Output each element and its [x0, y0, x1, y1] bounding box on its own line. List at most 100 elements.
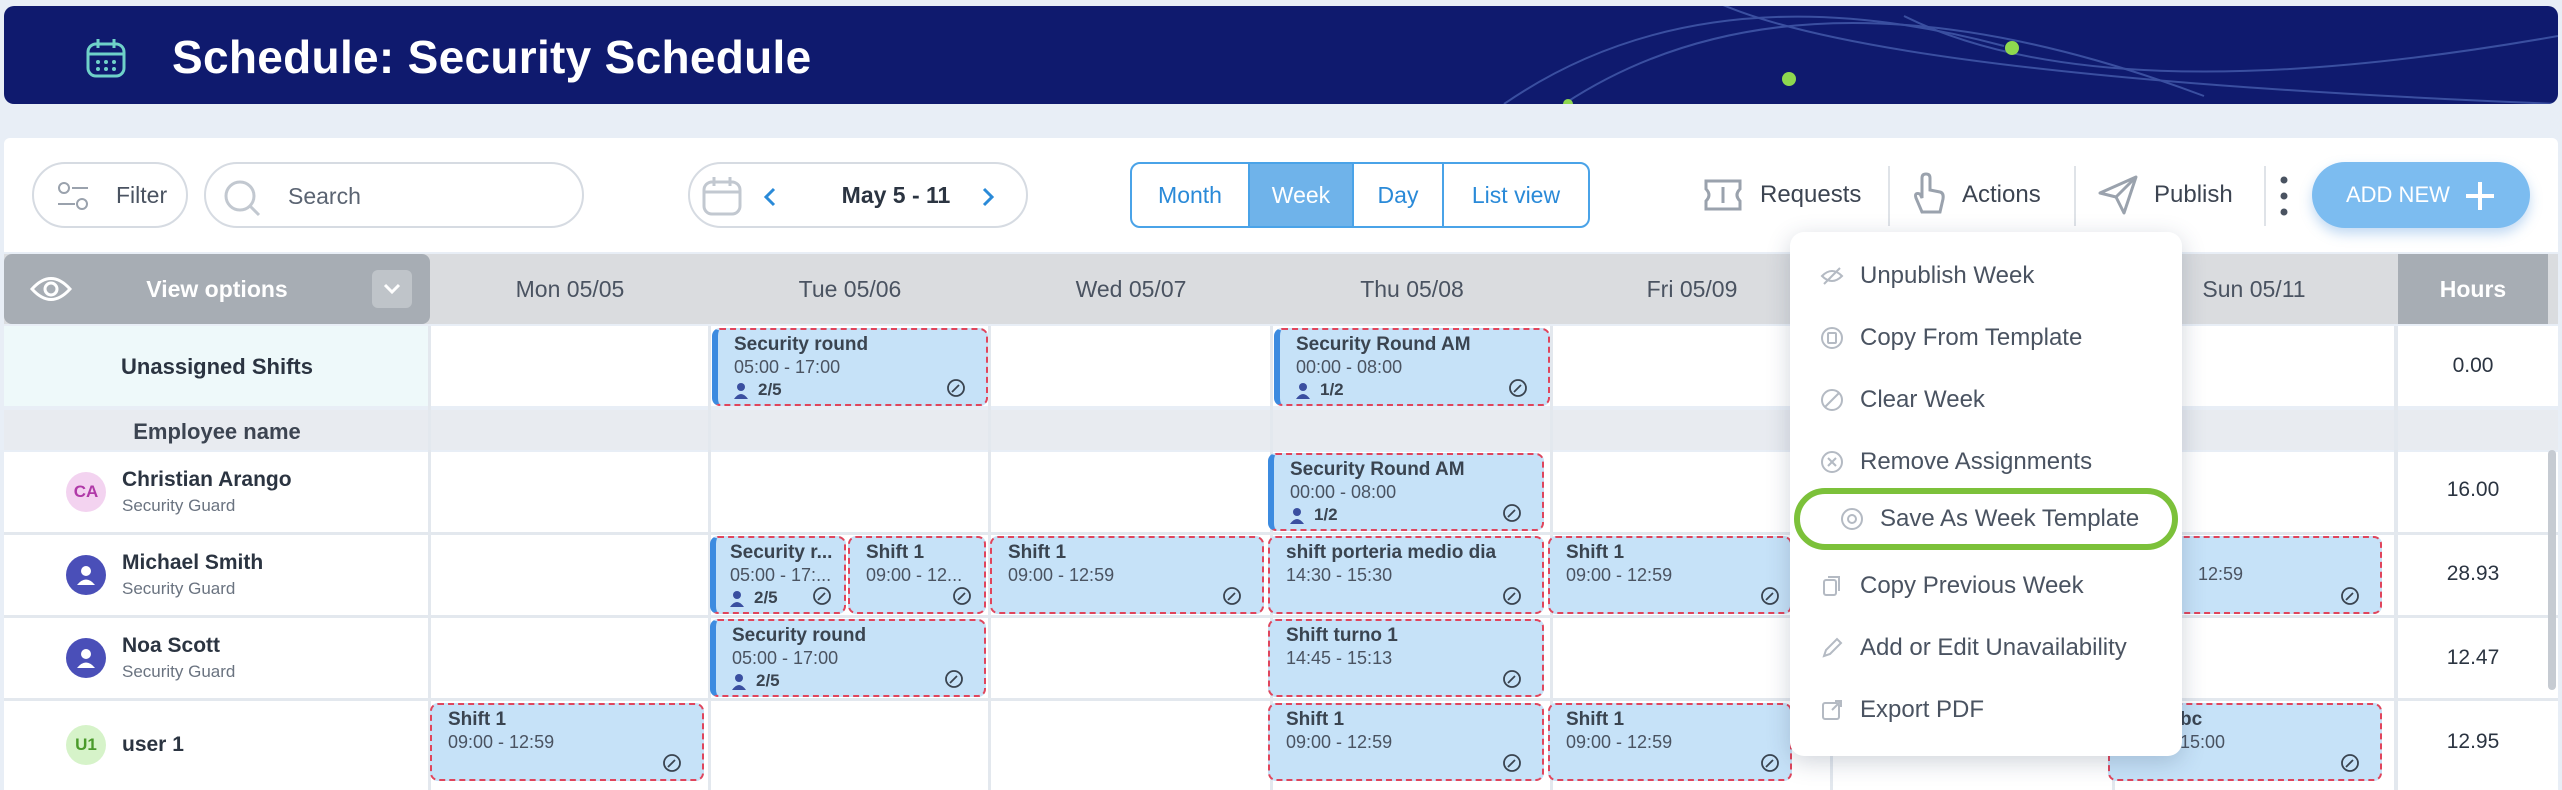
- menu-item-label: Copy From Template: [1860, 324, 2083, 351]
- calendar-icon: [86, 39, 126, 78]
- employee-user-1[interactable]: U1 user 1: [4, 701, 430, 781]
- shift-time: 09:00 - 12:59: [448, 732, 555, 752]
- day-header-wed: Wed 05/07: [1075, 276, 1187, 302]
- edit-icon[interactable]: [1222, 586, 1242, 606]
- row-divider: [4, 615, 2558, 618]
- publish-button[interactable]: Publish: [2096, 162, 2233, 228]
- shift-card[interactable]: shift porteria medio dia 14:30 - 15:30: [1268, 536, 1544, 614]
- actions-menu: Unpublish Week Copy From Template Clear …: [1790, 232, 2182, 756]
- view-month-button[interactable]: Month: [1132, 164, 1250, 226]
- shift-card[interactable]: Shift 1 09:00 - 12:59: [1548, 536, 1792, 614]
- menu-item-clear-week[interactable]: Clear Week: [1820, 380, 1985, 420]
- view-options-dropdown[interactable]: [372, 270, 412, 308]
- column-divider: [428, 326, 431, 790]
- employee-michael-smith[interactable]: Michael Smith Security Guard: [4, 535, 430, 615]
- shift-card[interactable]: Security Round AM 00:00 - 08:00 1/2: [1268, 453, 1544, 531]
- shift-count: 2/5: [758, 380, 782, 399]
- unassigned-hours: 0.00: [2452, 354, 2494, 377]
- shift-card[interactable]: Shift 1 09:00 - 12:59: [1548, 703, 1792, 781]
- employee-christian-arango[interactable]: CA Christian Arango Security Guard: [4, 452, 430, 532]
- day-header-tue: Tue 05/06: [798, 276, 902, 302]
- shift-time: 09:00 - 12:59: [1286, 732, 1393, 752]
- shift-card[interactable]: Shift turno 1 14:45 - 15:13: [1268, 619, 1544, 697]
- add-new-button[interactable]: ADD NEW: [2312, 162, 2530, 228]
- shift-time: 09:00 - 12:59: [1566, 565, 1673, 585]
- edit-icon[interactable]: [1502, 753, 1522, 773]
- employee-noa-scott[interactable]: Noa Scott Security Guard: [4, 618, 430, 698]
- edit-icon[interactable]: [2340, 586, 2360, 606]
- shift-time: 05:00 - 17:00: [732, 648, 839, 668]
- shift-title: shift porteria medio dia: [1286, 542, 1497, 563]
- shift-card[interactable]: Shift 1 09:00 - 12:59: [1268, 703, 1544, 781]
- edit-icon[interactable]: [662, 753, 682, 773]
- shift-title: Shift 1: [1008, 542, 1067, 563]
- chevron-down-icon: [383, 283, 401, 295]
- shift-card[interactable]: Security r... 05:00 - 17:... 2/5: [710, 536, 846, 614]
- day-header-mon: Mon 05/05: [515, 276, 625, 302]
- edit-icon[interactable]: [952, 586, 972, 606]
- edit-icon[interactable]: [812, 586, 832, 606]
- edit-icon[interactable]: [944, 669, 964, 689]
- shift-card[interactable]: Shift 1 09:00 - 12...: [848, 536, 986, 614]
- menu-item-copy-from-template[interactable]: Copy From Template: [1820, 318, 2082, 358]
- chevron-left-icon[interactable]: [762, 186, 778, 208]
- view-week-button[interactable]: Week: [1250, 164, 1354, 226]
- remove-icon: [1821, 451, 1843, 473]
- edit-icon[interactable]: [1502, 669, 1522, 689]
- actions-button[interactable]: Actions: [1908, 162, 2041, 228]
- toolbar-divider: [2074, 166, 2076, 226]
- view-day-button[interactable]: Day: [1354, 164, 1444, 226]
- user-icon: [77, 649, 95, 668]
- edit-icon[interactable]: [1502, 586, 1522, 606]
- shift-title: Shift 1: [1566, 709, 1625, 730]
- view-options-button[interactable]: View options: [4, 254, 430, 324]
- menu-item-export-pdf[interactable]: Export PDF: [1820, 690, 1984, 730]
- shift-card[interactable]: Shift 1 09:00 - 12:59: [990, 536, 1264, 614]
- date-picker-icon[interactable]: [700, 174, 744, 218]
- copy-template-icon: [1821, 327, 1843, 349]
- shift-card[interactable]: Security round 05:00 - 17:00 2/5: [710, 619, 986, 697]
- requests-button[interactable]: Requests: [1700, 162, 1861, 228]
- shift-card[interactable]: Security Round AM 00:00 - 08:00 1/2: [1274, 328, 1550, 406]
- filter-button[interactable]: Filter: [32, 162, 188, 228]
- edit-icon[interactable]: [1508, 378, 1528, 398]
- menu-item-remove-assignments[interactable]: Remove Assignments: [1820, 442, 2092, 482]
- search-input[interactable]: [286, 178, 570, 214]
- edit-icon[interactable]: [1760, 753, 1780, 773]
- shift-count: 1/2: [1320, 380, 1344, 399]
- view-list-button[interactable]: List view: [1471, 181, 1561, 208]
- menu-item-save-as-week-template[interactable]: Save As Week Template: [1840, 499, 2139, 539]
- pencil-icon: [1822, 637, 1843, 658]
- vertical-scrollbar[interactable]: [2548, 450, 2556, 690]
- shift-count: 2/5: [756, 671, 780, 690]
- shift-title: Security Round AM: [1296, 334, 1471, 355]
- chevron-right-icon[interactable]: [980, 186, 996, 208]
- shift-time: 09:00 - 12...: [866, 565, 963, 585]
- employee-hours: 12.95: [2446, 730, 2500, 753]
- shift-time: 12:59: [2198, 564, 2244, 584]
- employee-name: Michael Smith: [122, 551, 264, 574]
- employee-hours: 28.93: [2446, 562, 2500, 585]
- search-box: [204, 162, 584, 228]
- menu-item-add-edit-unavailability[interactable]: Add or Edit Unavailability: [1820, 628, 2127, 668]
- shift-card[interactable]: Shift 1 09:00 - 12:59: [430, 703, 704, 781]
- row-divider: [4, 698, 2558, 701]
- employee-name: Christian Arango: [122, 468, 292, 491]
- day-header-thu: Thu 05/08: [1360, 276, 1464, 302]
- more-vertical-icon[interactable]: [2278, 174, 2290, 218]
- edit-icon[interactable]: [1760, 586, 1780, 606]
- copy-icon: [1823, 576, 1840, 596]
- employee-name-label: Employee name: [133, 419, 301, 444]
- edit-icon[interactable]: [946, 378, 966, 398]
- employee-name: Noa Scott: [122, 634, 221, 657]
- edit-icon[interactable]: [1502, 503, 1522, 523]
- highlight-ring: [1794, 488, 2178, 550]
- shift-card[interactable]: Security round 05:00 - 17:00 2/5: [712, 328, 988, 406]
- edit-icon[interactable]: [2340, 753, 2360, 773]
- menu-item-label: Clear Week: [1860, 386, 1985, 413]
- menu-item-unpublish-week[interactable]: Unpublish Week: [1820, 256, 2034, 296]
- menu-item-copy-previous-week[interactable]: Copy Previous Week: [1820, 566, 2084, 606]
- shift-title: Shift 1: [1566, 542, 1625, 563]
- people-icon: [1296, 383, 1310, 399]
- header-decoration: [1503, 6, 2558, 104]
